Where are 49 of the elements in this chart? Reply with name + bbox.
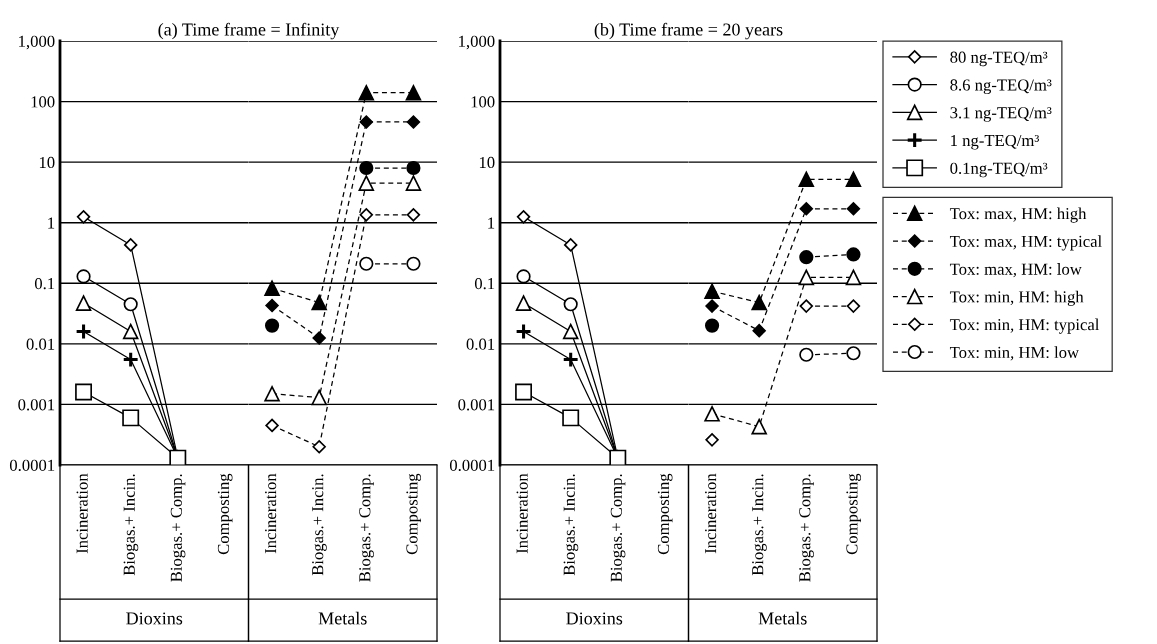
y-tick-label: 1 bbox=[48, 217, 55, 229]
x-tick-label: Composting bbox=[657, 473, 673, 555]
x-tick-label: Biogas.+ Incin. bbox=[123, 474, 139, 576]
x-tick-label: Biogas.+ Comp. bbox=[610, 474, 626, 582]
legend-label: 3.1 ng-TEQ/m³ bbox=[950, 107, 1052, 122]
legend-label: Tox: max, HM: high bbox=[949, 207, 1087, 223]
chart-title: (b) Time frame = 20 years bbox=[594, 22, 783, 40]
x-tick-label: Biogas.+ Incin. bbox=[752, 474, 767, 576]
legend-label: 0.1ng-TEQ/m³ bbox=[950, 162, 1048, 178]
y-tick-label: 100 bbox=[31, 96, 55, 108]
y-tick-label: 1 bbox=[488, 217, 495, 229]
x-axis-title: Dioxins bbox=[126, 612, 183, 625]
legend-label: 1 ng-TEQ/m³ bbox=[951, 134, 1040, 150]
y-tick-label: 100 bbox=[471, 96, 495, 108]
x-tick-label: Biogas.+ Incin. bbox=[312, 474, 327, 576]
y-tick-label: 10 bbox=[39, 156, 55, 169]
legend-label: Tox: min, HM: typical bbox=[949, 318, 1100, 334]
x-tick-label: Incineration bbox=[76, 473, 88, 554]
y-tick-label: 1,000 bbox=[459, 35, 495, 50]
y-tick-label: 0.001 bbox=[458, 399, 495, 411]
x-tick-label: Composting bbox=[217, 473, 233, 555]
x-tick-label: Composting bbox=[846, 473, 861, 555]
y-tick-label: 0.0001 bbox=[449, 459, 495, 472]
y-tick-label: 0.0001 bbox=[9, 459, 55, 472]
y-tick-label: 0.01 bbox=[26, 338, 55, 350]
x-tick-label: Composting bbox=[406, 473, 421, 555]
legend-label: Tox: min, HM: high bbox=[949, 290, 1084, 306]
x-tick-label: Biogas.+ Comp. bbox=[799, 474, 814, 582]
legend-label: Tox: max, HM: typical bbox=[949, 235, 1102, 251]
x-tick-label: Biogas.+ Comp. bbox=[359, 474, 374, 582]
legend-label: 80 ng-TEQ/m³ bbox=[950, 51, 1048, 67]
legend-label: Tox: min, HM: low bbox=[949, 346, 1079, 361]
y-tick-label: 1,000 bbox=[19, 35, 55, 50]
x-axis-title: Metals bbox=[318, 611, 367, 625]
x-tick-label: Biogas.+ Incin. bbox=[563, 474, 579, 576]
x-tick-label: Biogas.+ Comp. bbox=[170, 474, 186, 582]
x-tick-label: Incineration bbox=[705, 473, 717, 554]
legend-label: Tox: max, HM: low bbox=[949, 263, 1082, 278]
y-tick-label: 0.01 bbox=[466, 338, 495, 350]
x-axis-title: Dioxins bbox=[566, 612, 623, 625]
x-tick-label: Incineration bbox=[516, 473, 528, 554]
y-tick-label: 0.1 bbox=[34, 277, 55, 290]
y-tick-label: 10 bbox=[479, 156, 495, 169]
chart-title: (a) Time frame = Infinity bbox=[158, 22, 340, 40]
legend-label: 8.6 ng-TEQ/m³ bbox=[950, 79, 1052, 95]
x-tick-label: Incineration bbox=[265, 473, 277, 554]
y-tick-label: 0.001 bbox=[18, 399, 55, 411]
x-axis-title: Metals bbox=[758, 611, 807, 625]
y-tick-label: 0.1 bbox=[474, 277, 495, 290]
